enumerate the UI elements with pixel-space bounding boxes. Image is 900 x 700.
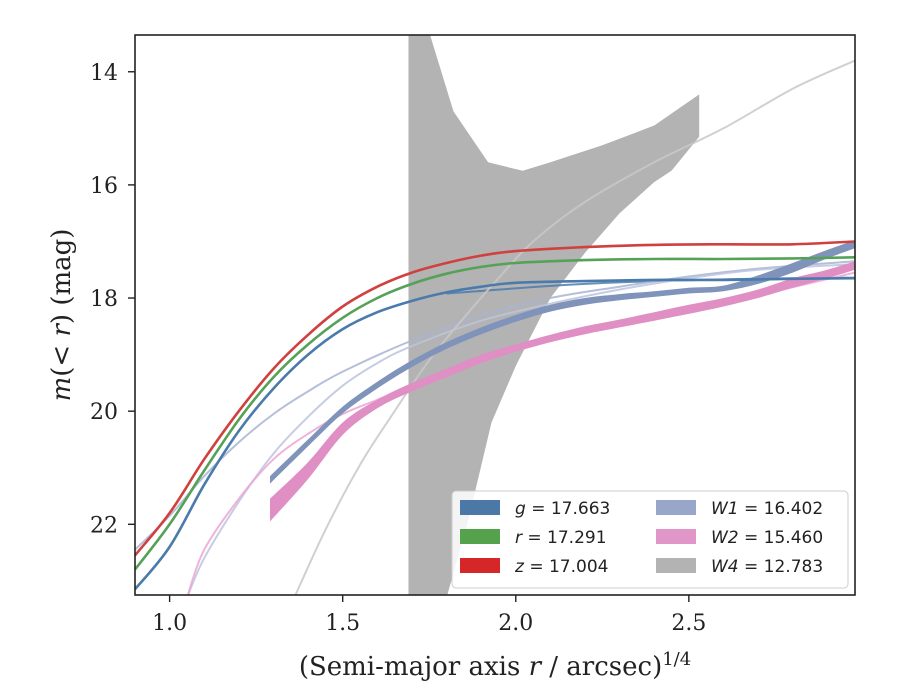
y-axis-label: m(< r) (mag) [47,229,77,402]
legend-label-g: g = 17.663 [515,499,610,519]
legend-label-z: z = 17.004 [514,557,608,577]
legend-swatch-w1 [656,500,696,515]
legend-label-w2: W2 = 15.460 [711,528,823,548]
legend-swatch-g [460,500,500,515]
legend: g = 17.663 r = 17.291 z = 17.004 W1 = 16.40… [451,490,849,589]
y-tick-label: 14 [90,61,118,86]
x-tick-label: 2.5 [671,611,706,636]
y-axis: 14 16 18 20 22 [90,61,135,538]
extrapolation-w1-2 [186,263,855,595]
legend-swatch-w4 [656,558,696,573]
y-tick-label: 18 [90,287,118,312]
x-axis: 1.0 1.5 2.0 2.5 [152,595,706,636]
legend-swatch-w2 [656,529,696,544]
y-tick-label: 20 [90,400,118,425]
band-w4 [408,35,700,595]
band-w1 [270,240,855,484]
x-tick-label: 1.5 [325,611,360,636]
line-r [135,256,855,571]
extrapolation-w1-1 [135,260,855,551]
legend-label-w1: W1 = 16.402 [711,499,823,519]
x-axis-label: (Semi-major axis r / arcsec)1/4 [299,649,691,682]
axes-frame [134,34,856,596]
line-g [135,276,855,591]
legend-label-r: r = 17.291 [515,528,607,548]
line-z [135,240,855,557]
x-tick-label: 2.0 [498,611,533,636]
y-tick-label: 16 [90,174,118,199]
legend-label-w4: W4 = 12.783 [711,557,823,577]
plot-area [135,35,855,595]
x-tick-label: 1.0 [152,611,187,636]
y-tick-label: 22 [90,513,118,538]
legend-swatch-r [460,529,500,544]
extrapolation-w4-4 [294,59,855,595]
legend-box [451,490,849,589]
legend-swatch-z [460,558,500,573]
